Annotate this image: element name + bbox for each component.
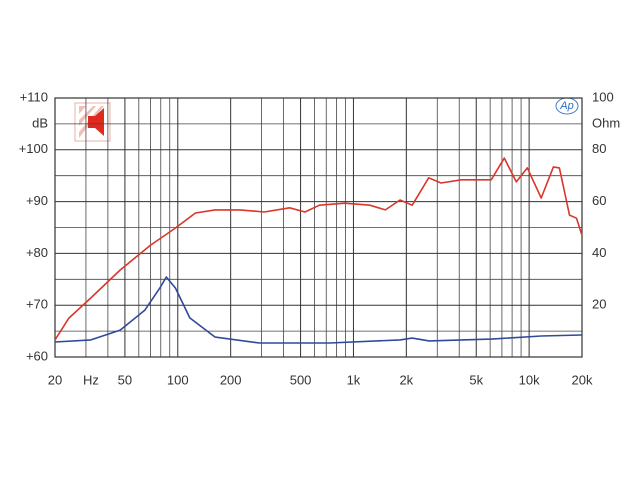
y-tick-label: +70 <box>26 297 48 312</box>
x-tick-label: 10k <box>519 372 540 387</box>
speaker-icon <box>74 102 111 142</box>
x-unit: Hz <box>83 372 99 387</box>
y2-tick-label: 40 <box>592 245 606 260</box>
y-tick-label: +80 <box>26 245 48 260</box>
x-tick-label: 2k <box>399 372 413 387</box>
logo: Ap <box>559 100 573 112</box>
x-tick-label: 100 <box>167 372 189 387</box>
y2-tick-label: 80 <box>592 141 606 156</box>
y2-unit: Ohm <box>592 115 620 130</box>
x-tick-label: 1k <box>347 372 361 387</box>
y2-tick-label: 100 <box>592 89 614 104</box>
x-tick-label: 20k <box>572 372 593 387</box>
y-unit: dB <box>32 115 48 130</box>
y-tick-label: +100 <box>19 141 48 156</box>
series-line <box>54 157 583 341</box>
x-tick-label: 5k <box>469 372 483 387</box>
series-line <box>54 276 583 344</box>
x-tick-label: 200 <box>220 372 242 387</box>
y-tick-label: +110 <box>20 89 48 104</box>
x-tick-label: 20 <box>48 372 62 387</box>
x-tick-label: 50 <box>118 372 132 387</box>
plot-frame <box>54 97 583 358</box>
y2-tick-label: 60 <box>592 193 606 208</box>
x-tick-label: 500 <box>290 372 312 387</box>
y2-tick-label: 20 <box>592 297 606 312</box>
y-tick-label: +90 <box>26 193 48 208</box>
y-tick-label: +60 <box>26 348 48 363</box>
